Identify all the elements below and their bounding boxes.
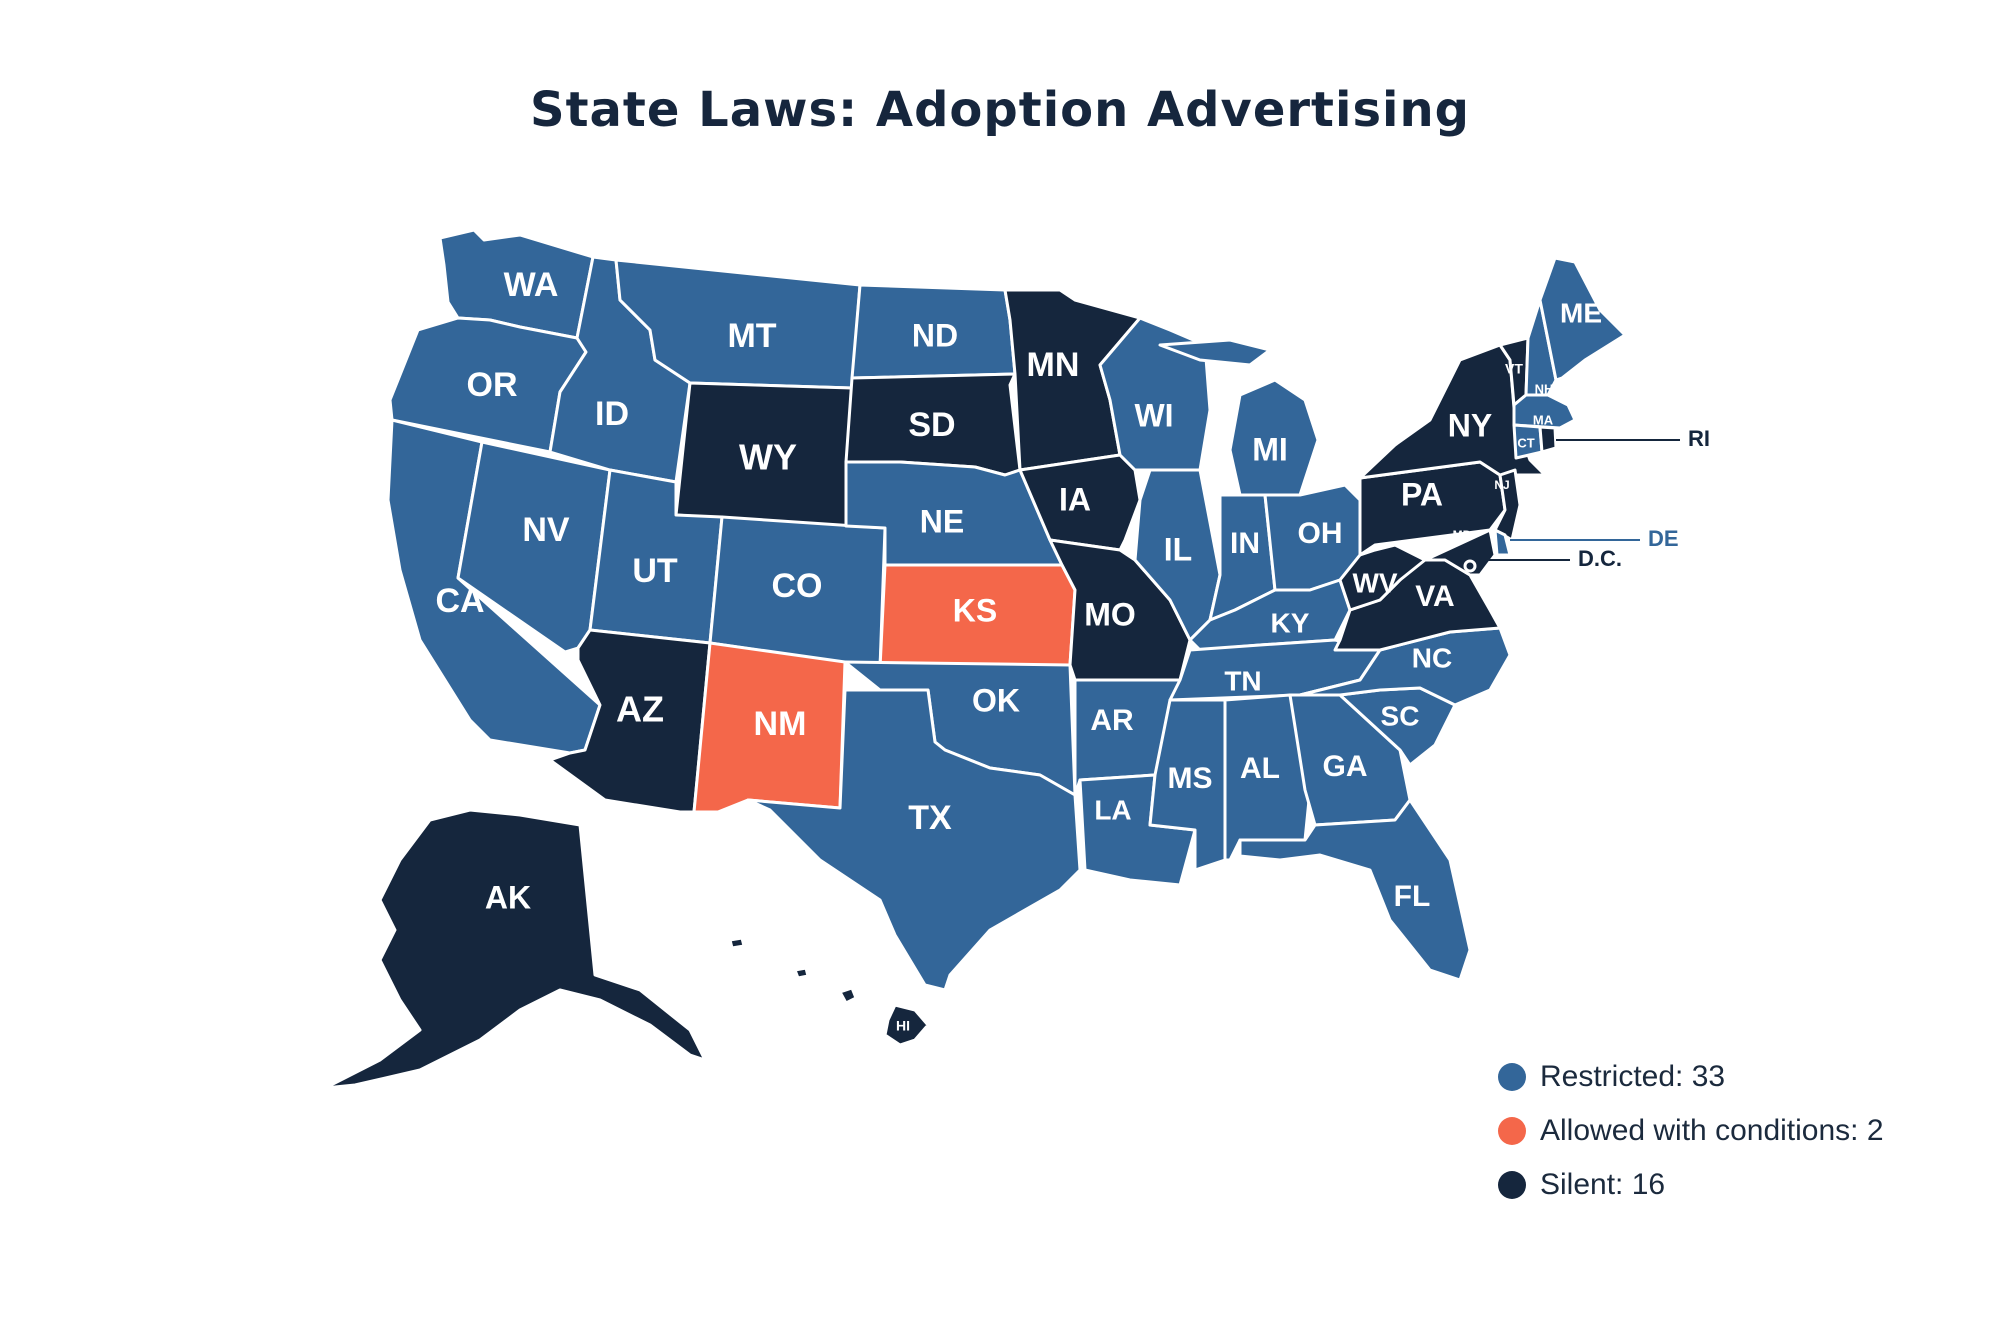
state-label-pa: PA	[1401, 476, 1443, 512]
legend-swatch-allowed	[1498, 1117, 1526, 1145]
state-label-sc: SC	[1381, 700, 1420, 731]
state-label-ak: AK	[485, 879, 531, 915]
state-label-wi: WI	[1134, 397, 1173, 433]
state-label-md: MD	[1453, 528, 1472, 542]
state-mi	[1158, 338, 1320, 497]
state-label-ga: GA	[1323, 750, 1368, 783]
state-label-mt: MT	[727, 317, 776, 355]
legend-item-allowed: Allowed with conditions: 2	[1498, 1104, 1884, 1158]
legend-label-silent: Silent: 16	[1540, 1168, 1666, 1201]
state-label-az: AZ	[616, 689, 664, 730]
state-label-nj: NJ	[1494, 478, 1509, 492]
legend-label-restricted: Restricted: 33	[1540, 1060, 1726, 1093]
state-label-ca: CA	[435, 582, 484, 620]
state-label-tx: TX	[908, 799, 952, 837]
callout-label-de: DE	[1648, 526, 1679, 551]
state-label-va: VA	[1415, 580, 1454, 613]
state-hi	[728, 936, 930, 1047]
state-label-vt: VT	[1505, 361, 1523, 377]
state-ri	[1538, 425, 1558, 454]
state-label-in: IN	[1230, 527, 1260, 560]
state-nh	[1524, 298, 1558, 397]
state-label-ma: MA	[1533, 412, 1554, 427]
state-label-ms: MS	[1168, 762, 1213, 795]
legend-label-allowed: Allowed with conditions: 2	[1540, 1114, 1884, 1147]
state-md	[1423, 528, 1497, 577]
legend: Restricted: 33 Allowed with conditions: …	[1498, 1050, 1884, 1212]
state-label-mo: MO	[1084, 596, 1136, 632]
state-label-wy: WY	[739, 437, 797, 478]
state-label-hi: HI	[896, 1018, 910, 1034]
state-label-nm: NM	[754, 705, 807, 743]
legend-item-silent: Silent: 16	[1498, 1158, 1884, 1212]
state-label-co: CO	[772, 567, 823, 605]
state-label-oh: OH	[1298, 517, 1343, 550]
state-label-ut: UT	[632, 552, 678, 590]
state-label-ne: NE	[920, 503, 964, 539]
state-label-wv: WV	[1352, 567, 1397, 598]
map-title: State Laws: Adoption Advertising	[530, 82, 1470, 138]
state-label-mi: MI	[1252, 431, 1288, 467]
state-label-ar: AR	[1090, 704, 1134, 737]
state-label-tn: TN	[1224, 665, 1261, 696]
callout-label-ri: RI	[1688, 426, 1710, 451]
state-label-ia: IA	[1059, 481, 1091, 517]
state-label-mn: MN	[1027, 346, 1080, 384]
state-label-me: ME	[1560, 297, 1602, 328]
state-label-sd: SD	[908, 406, 955, 444]
state-fl	[1238, 798, 1472, 982]
state-label-ny: NY	[1448, 407, 1492, 443]
callout-label-dc.: D.C.	[1578, 546, 1622, 571]
state-label-nc: NC	[1412, 642, 1452, 673]
state-label-al: AL	[1240, 752, 1280, 785]
state-label-fl: FL	[1394, 880, 1431, 913]
state-label-wa: WA	[504, 266, 559, 304]
state-dc.	[1463, 559, 1477, 573]
state-de	[1493, 528, 1512, 557]
state-label-nv: NV	[522, 511, 570, 549]
state-label-id: ID	[595, 395, 629, 433]
legend-swatch-silent	[1498, 1171, 1526, 1199]
state-label-nd: ND	[912, 317, 958, 353]
legend-swatch-restricted	[1498, 1063, 1526, 1091]
state-ak	[323, 808, 707, 1090]
state-label-ct: CT	[1517, 435, 1534, 450]
state-nc	[1298, 626, 1512, 707]
state-me	[1538, 256, 1627, 382]
state-label-or: OR	[467, 366, 518, 404]
state-label-ky: KY	[1271, 607, 1310, 638]
state-label-la: LA	[1094, 794, 1131, 825]
state-label-il: IL	[1164, 531, 1192, 567]
state-label-ks: KS	[953, 592, 997, 628]
state-label-nh: NH	[1535, 381, 1554, 396]
state-tx	[746, 688, 1082, 992]
state-label-ok: OK	[972, 682, 1020, 718]
legend-item-restricted: Restricted: 33	[1498, 1050, 1884, 1104]
